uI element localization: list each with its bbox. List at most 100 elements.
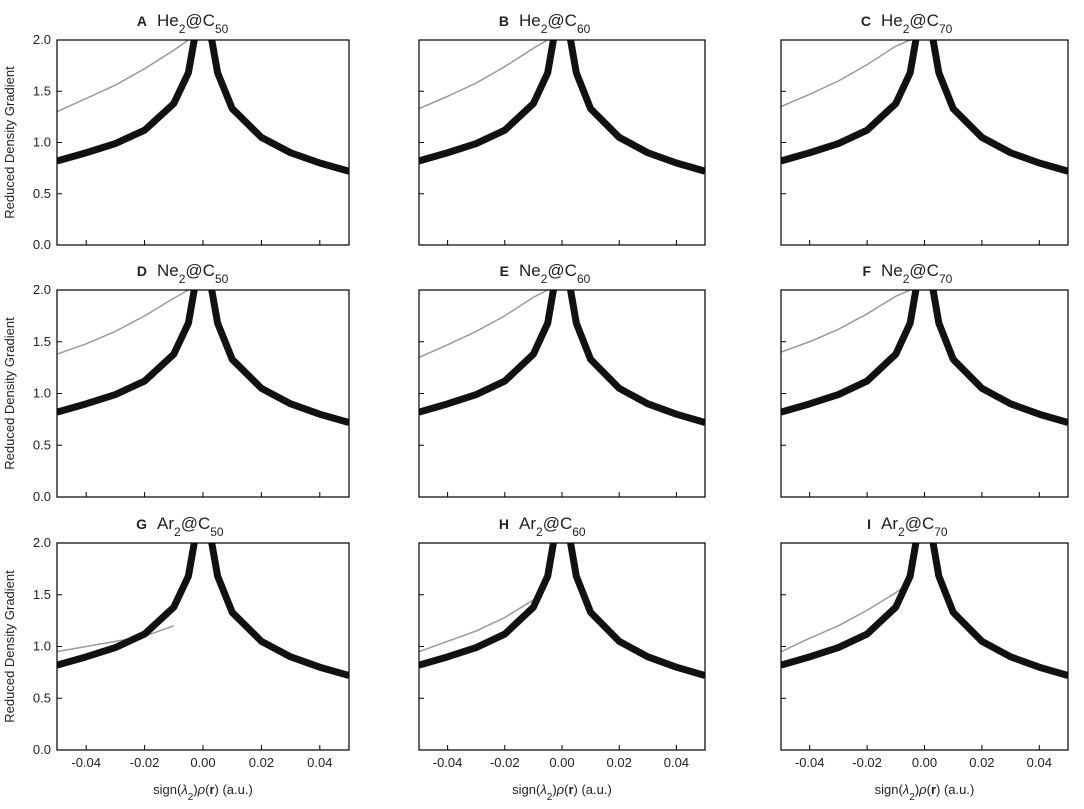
series-line <box>208 40 349 175</box>
series-line <box>57 40 189 113</box>
title-part: 2 <box>903 22 910 36</box>
x-tick-label: -0.02 <box>490 755 520 770</box>
y-tick-label: 0.0 <box>33 237 51 252</box>
y-tick-label: 0.5 <box>33 437 51 452</box>
x-label-part: ρ <box>918 782 927 797</box>
title-part: @C <box>909 11 939 30</box>
title-part: 60 <box>577 22 591 36</box>
title-part: 70 <box>939 22 953 36</box>
title-part: @C <box>543 514 573 533</box>
series-line <box>57 290 189 355</box>
panel-letter: B <box>499 13 509 29</box>
x-label-part: sign( <box>153 782 182 797</box>
series-line <box>567 40 705 175</box>
series-line <box>781 290 920 416</box>
x-label-part: λ <box>539 782 546 797</box>
panel-letter: D <box>137 263 147 279</box>
series-line <box>419 543 557 669</box>
y-tick-label: 1.0 <box>33 386 51 401</box>
title-part: Ne <box>881 261 903 280</box>
y-tick-label: 1.5 <box>33 334 51 349</box>
series-line <box>781 40 920 165</box>
x-label-part: ) (a.u.) <box>574 782 612 797</box>
title-part: 2 <box>541 22 548 36</box>
x-label-part: r <box>209 782 214 797</box>
series-line <box>929 543 1068 679</box>
plot-frame <box>418 542 706 751</box>
panel: E Ne2@C60 <box>418 261 706 498</box>
x-label-part: ( <box>205 782 210 797</box>
y-tick-label: 2.0 <box>33 32 51 47</box>
title-part: Ne <box>157 261 179 280</box>
x-tick-label: 0.00 <box>912 755 937 770</box>
series-line <box>929 40 1068 175</box>
x-axis-label: sign(λ2)ρ(r) (a.u.) <box>512 782 612 803</box>
panel: D Ne2@C50 0.0 0.5 1.0 1.5 2.0 Reduced Density G… <box>2 261 350 504</box>
x-tick-label: 0.00 <box>549 755 574 770</box>
title-part: @C <box>547 11 577 30</box>
y-axis-label: Reduced Density Gradient <box>2 317 17 470</box>
title-part: 2 <box>179 22 186 36</box>
series-line <box>57 625 175 653</box>
title-part: 60 <box>572 525 586 539</box>
panel-title: Ar2@C60 <box>519 514 586 539</box>
title-part: @C <box>547 261 577 280</box>
x-tick-label: 0.04 <box>664 755 689 770</box>
title-part: Ar <box>157 514 174 533</box>
plot-frame <box>56 39 350 246</box>
title-part: 2 <box>541 272 548 286</box>
x-label-part: ρ <box>556 782 565 797</box>
x-axis-label: sign(λ2)ρ(r) (a.u.) <box>875 782 975 803</box>
series-line <box>781 581 911 653</box>
title-part: @C <box>905 514 935 533</box>
x-tick-label: 0.04 <box>307 755 332 770</box>
title-part: @C <box>909 261 939 280</box>
series-line <box>57 543 198 669</box>
x-tick-label: -0.04 <box>433 755 463 770</box>
title-part: 50 <box>215 22 229 36</box>
title-part: Ar <box>519 514 536 533</box>
x-tick-label: 0.04 <box>1027 755 1052 770</box>
panel-letter: I <box>867 516 871 532</box>
panel-title: He2@C70 <box>881 11 953 36</box>
x-tick-label: 0.00 <box>190 755 215 770</box>
x-label-part: λ <box>902 782 909 797</box>
x-axis-label: sign(λ2)ρ(r) (a.u.) <box>153 782 253 803</box>
plot-frame <box>780 39 1069 246</box>
series-line <box>419 40 557 165</box>
x-tick-label: -0.04 <box>71 755 101 770</box>
panel-letter: G <box>136 516 147 532</box>
x-tick-label: 0.02 <box>249 755 274 770</box>
series-line <box>929 290 1068 426</box>
series-line <box>419 290 557 416</box>
y-tick-label: 0.0 <box>33 742 51 757</box>
title-part: 2 <box>898 525 905 539</box>
panel-letter: F <box>862 263 871 279</box>
panel-letter: E <box>500 263 509 279</box>
x-tick-label: -0.04 <box>795 755 825 770</box>
x-tick-label: 0.02 <box>969 755 994 770</box>
panel-title: He2@C50 <box>157 11 229 36</box>
panel-title: Ne2@C60 <box>519 261 591 286</box>
title-part: 2 <box>903 272 910 286</box>
y-tick-label: 1.5 <box>33 587 51 602</box>
x-label-part: r <box>931 782 936 797</box>
plot-frame <box>56 289 350 498</box>
title-part: 2 <box>174 525 181 539</box>
title-part: 2 <box>536 525 543 539</box>
x-label-part: ( <box>564 782 569 797</box>
panel-letter: H <box>499 516 509 532</box>
series-line <box>419 40 549 110</box>
title-part: @C <box>185 11 215 30</box>
panel-title: Ne2@C50 <box>157 261 229 286</box>
panel-title: Ne2@C70 <box>881 261 953 286</box>
x-label-part: λ <box>180 782 187 797</box>
plot-frame <box>780 289 1069 498</box>
x-label-part: sign( <box>512 782 541 797</box>
title-part: 2 <box>179 272 186 286</box>
y-axis-label: Reduced Density Gradient <box>2 66 17 219</box>
y-tick-label: 0.0 <box>33 489 51 504</box>
title-part: 60 <box>577 272 591 286</box>
title-part: Ar <box>881 514 898 533</box>
title-part: 50 <box>215 272 229 286</box>
